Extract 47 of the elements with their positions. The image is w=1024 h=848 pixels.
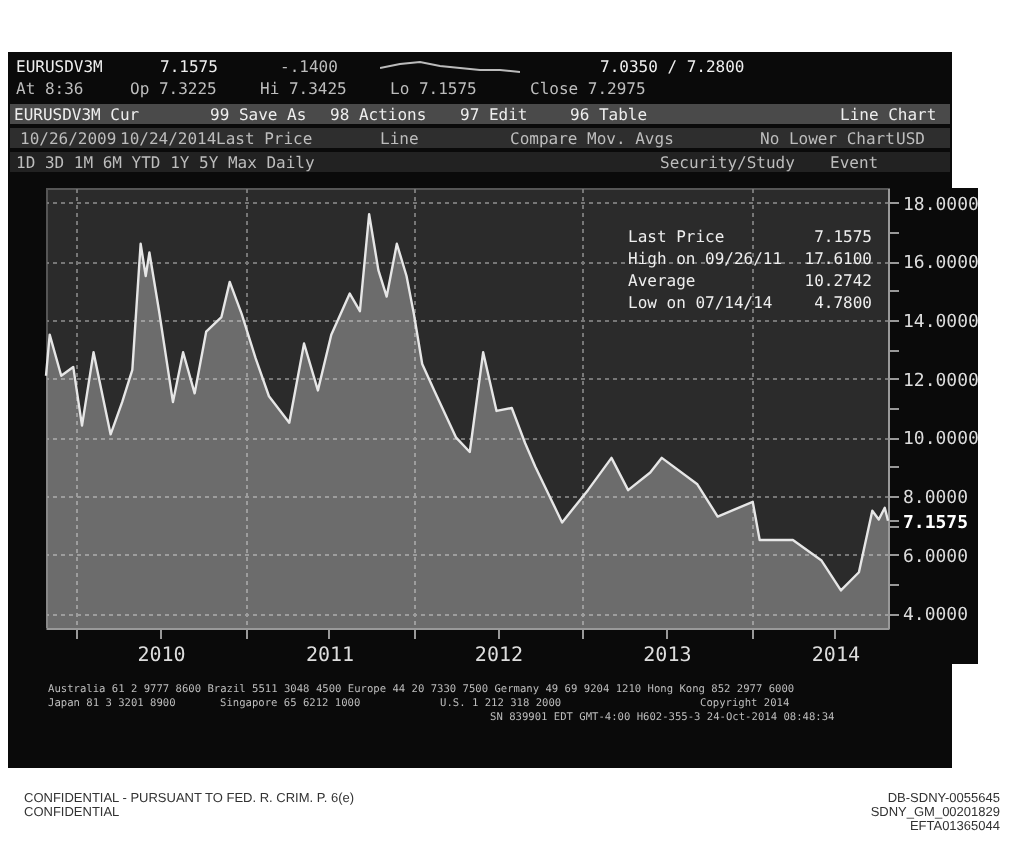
text: Op 7.3225: [130, 80, 217, 98]
y-tick-label: 7.1575: [903, 513, 969, 534]
text: 96 Table: [570, 106, 648, 124]
text: Security/Study: [660, 154, 795, 172]
text: Lo 7.1575: [390, 80, 477, 98]
text: No Lower Chart: [760, 130, 895, 148]
text: Close 7.2975: [530, 80, 646, 98]
y-tick-label: 12.0000: [903, 371, 979, 392]
text: Line: [380, 130, 419, 148]
text: Compare Mov. Avgs: [510, 130, 674, 148]
y-tick-label: 14.0000: [903, 313, 979, 333]
x-tick-label: 2013: [643, 645, 692, 667]
annotation: High on 09/26/11: [628, 250, 783, 268]
x-tick-label: 2010: [137, 645, 186, 667]
x-tick-label: 2012: [474, 645, 524, 667]
text: 10/24/2014: [120, 130, 217, 148]
annotation: Last Price: [628, 228, 725, 246]
text: At 8:36: [16, 80, 84, 98]
y-tick-label: 10.0000: [903, 430, 979, 451]
text: Line Chart: [840, 106, 937, 124]
text: 7.0350 / 7.2800: [600, 58, 745, 76]
text: Hi 7.3425: [260, 80, 347, 98]
text: 98 Actions: [330, 106, 427, 124]
text: Last Price: [216, 130, 313, 148]
y-tick-label: 16.0000: [903, 254, 979, 275]
x-tick-label: 2011: [305, 645, 355, 667]
text: 97 Edit: [460, 106, 528, 124]
text: -.1400: [280, 58, 338, 76]
y-tick-label: 8.0000: [903, 489, 969, 509]
chart-title: EURUSDV3M: [16, 58, 103, 76]
y-tick-label: 4.0000: [903, 606, 969, 627]
text: 10/26/2009: [20, 130, 117, 148]
text: USD: [896, 130, 925, 148]
annotation: 7.1575: [814, 228, 872, 246]
y-tick-label: 18.0000: [903, 195, 979, 216]
text: 7.1575: [160, 58, 218, 76]
annotation: 17.6100: [804, 250, 872, 268]
annotation: Average: [628, 272, 696, 290]
text: Event: [830, 154, 879, 172]
y-tick-label: 6.0000: [903, 547, 969, 568]
text: 99 Save As: [210, 106, 307, 124]
annotation: Low on 07/14/14: [628, 294, 773, 312]
text: 1D 3D 1M 6M YTD 1Y 5Y Max Daily: [16, 154, 315, 172]
x-tick-label: 2014: [811, 645, 861, 667]
annotation: 4.7800: [814, 294, 872, 312]
annotation: 10.2742: [804, 272, 872, 290]
text: EURUSDV3M Cur: [14, 106, 140, 124]
